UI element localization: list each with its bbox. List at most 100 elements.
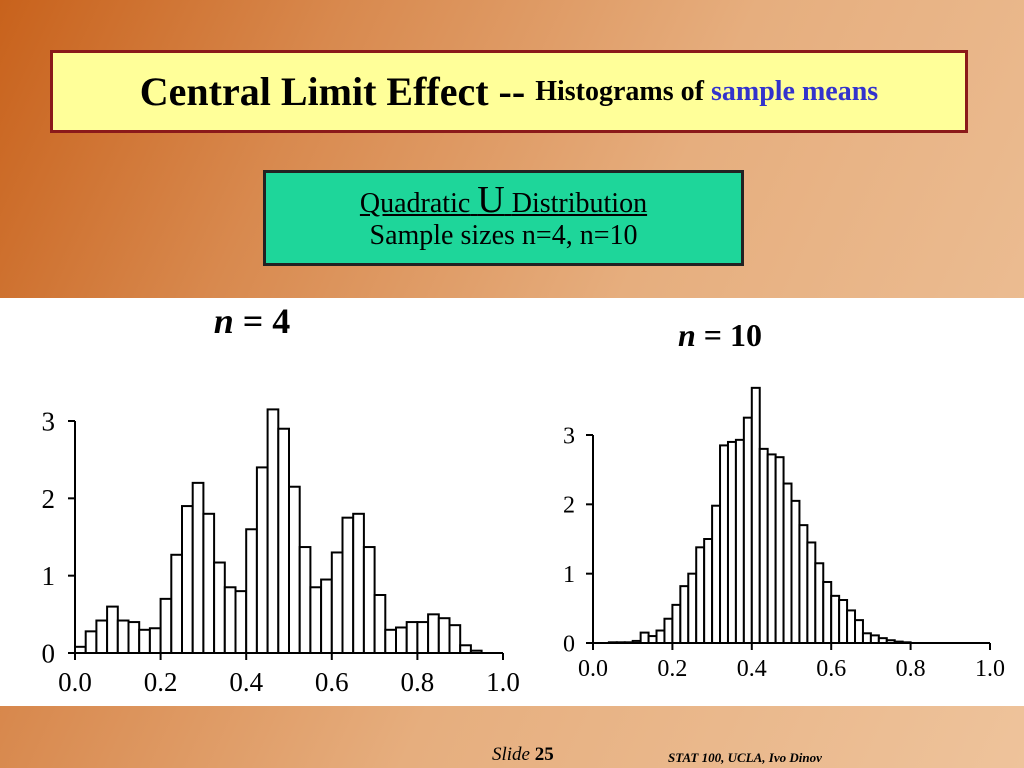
title-sub: Histograms of [535, 75, 704, 107]
x-tick-label: 0.8 [896, 656, 926, 682]
histogram-bar [711, 504, 722, 644]
distribution-heading: Quadratic U Distribution [266, 181, 741, 221]
histogram-bar [726, 440, 737, 644]
distribution-box: Quadratic U Distribution Sample sizes n=… [263, 170, 744, 266]
histogram-bar [830, 594, 841, 644]
y-tick-label: 0 [563, 631, 575, 657]
histogram-bar [750, 386, 761, 644]
chart-title-variable: n [678, 317, 696, 353]
chart-title-value: = 10 [696, 317, 762, 353]
histogram-bar [159, 597, 173, 655]
histogram-bar [352, 512, 365, 654]
histogram-bar [854, 619, 864, 644]
histogram-bar [655, 629, 666, 644]
histogram-bar [170, 553, 184, 654]
distribution-prefix: Quadratic [359, 188, 471, 219]
chart-title-variable: n [214, 301, 234, 341]
histogram-bar [679, 585, 690, 644]
x-tick-label: 0.2 [657, 656, 687, 682]
histogram-bar [202, 512, 216, 654]
histogram-bar [181, 505, 194, 654]
histogram-bar [384, 628, 397, 654]
histogram-bar [687, 572, 698, 644]
histogram-charts: 0 1 2 3 0.0 0.2 0.4 0.6 0.8 1.0 n = 4 0 1 2 3 0.0 0.2 0.4… [42, 301, 1006, 697]
histogram-bar [116, 619, 130, 654]
histogram-bar [330, 551, 344, 654]
x-tick-label: 0.2 [144, 667, 178, 697]
histogram-bar [719, 444, 729, 644]
x-tick-label: 0.0 [58, 667, 92, 697]
histogram-bar [846, 609, 857, 644]
histogram-bar [869, 634, 880, 644]
histogram-bar [774, 456, 785, 644]
histogram-bar [213, 561, 226, 654]
chart-title-value: = 4 [234, 301, 291, 341]
histogram-bar [806, 541, 817, 644]
histogram-bar [782, 482, 793, 644]
histogram-bar [814, 562, 825, 644]
histogram-bar [255, 466, 269, 654]
chart-title: n = 4 [214, 301, 291, 341]
histogram-bar [790, 499, 801, 644]
histogram-bar [838, 599, 849, 645]
histogram-bar [734, 438, 745, 644]
sample-sizes-text: Sample sizes n=4, n=10 [369, 220, 638, 251]
histogram-bar [223, 586, 237, 654]
histogram-bar [320, 578, 333, 654]
title-accent: sample means [710, 75, 879, 107]
histogram-bar [405, 621, 419, 655]
distribution-symbol: U [477, 179, 505, 221]
histogram-bar [861, 632, 872, 645]
histogram-bar [191, 481, 205, 654]
x-tick-label: 0.0 [578, 656, 608, 682]
histogram-bar [106, 605, 119, 655]
histogram-bar [437, 617, 451, 655]
histogram-bar [459, 644, 472, 654]
histogram-bar [647, 635, 658, 645]
x-tick-label: 0.4 [737, 656, 767, 682]
x-tick-label: 0.6 [315, 667, 349, 697]
histogram-bar [639, 631, 650, 645]
histogram-bar [148, 627, 162, 654]
histogram-bar [448, 624, 462, 655]
histogram-bar [362, 546, 376, 654]
slide-label: Slide [492, 744, 530, 765]
x-tick-label: 1.0 [486, 667, 520, 697]
y-tick-label: 1 [563, 562, 575, 588]
x-tick-label: 1.0 [975, 656, 1005, 682]
slide-number: Slide 25 [492, 744, 554, 766]
histogram-bar [373, 594, 387, 654]
slide-title: Central Limit Effect -- Histograms of sa… [50, 50, 968, 133]
y-tick-label: 3 [563, 423, 575, 449]
y-tick-label: 0 [42, 638, 56, 668]
histogram-bar [277, 427, 290, 654]
x-tick-label: 0.8 [401, 667, 435, 697]
histogram-bar [695, 546, 706, 645]
y-tick-label: 3 [42, 406, 56, 436]
histogram-bar [742, 416, 753, 644]
histogram-bar [127, 621, 141, 655]
histogram-bar [798, 524, 809, 644]
histogram-bar [84, 630, 98, 655]
histogram-bar [309, 586, 323, 654]
chart-title: n = 10 [678, 317, 762, 353]
histogram-bar [341, 516, 355, 654]
histogram-bar [298, 546, 312, 654]
x-tick-label: 0.6 [816, 656, 846, 682]
slide-number-value: 25 [534, 744, 554, 765]
x-tick-label: 0.4 [229, 667, 263, 697]
histogram-bar [95, 619, 109, 654]
histogram-bar [416, 621, 430, 655]
histogram-bar [427, 613, 440, 655]
histogram-bar [758, 447, 769, 644]
y-tick-label: 2 [42, 484, 56, 514]
histogram-bar [266, 408, 280, 655]
y-tick-label: 2 [563, 493, 575, 519]
histogram-bar [663, 617, 674, 645]
histogram-bar [245, 528, 258, 654]
histogram-bar [822, 580, 833, 644]
histogram-bar [395, 626, 408, 655]
histogram-bar [766, 453, 777, 644]
footer-credit: STAT 100, UCLA, Ivo Dinov [668, 750, 822, 765]
histogram-bar [703, 538, 714, 644]
